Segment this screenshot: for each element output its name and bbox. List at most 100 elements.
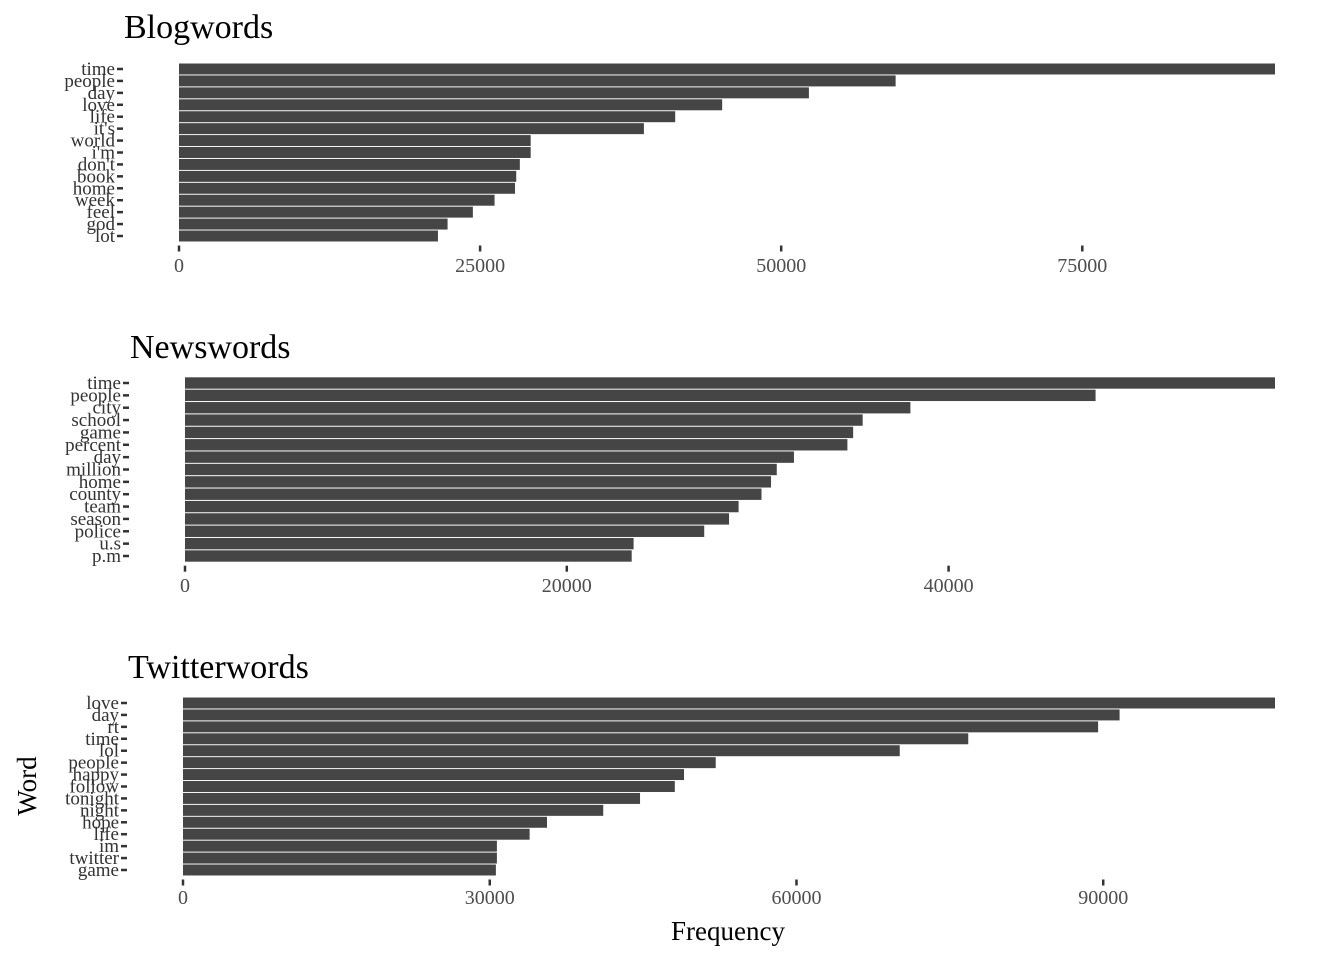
y-tick-label: people (70, 385, 121, 406)
y-tick-label: game (78, 860, 119, 881)
bar-u.s (185, 537, 634, 550)
bar-don't (179, 158, 520, 170)
y-tick-label: time (81, 59, 115, 80)
bar-people (183, 757, 716, 769)
y-tick-label: time (85, 729, 119, 750)
bar-day (185, 451, 794, 463)
bar-night (183, 804, 604, 816)
bar-hope (183, 816, 547, 828)
y-tick-label: game (80, 422, 121, 443)
y-tick-label: feel (87, 202, 115, 223)
y-tick-label: i'm (92, 143, 116, 164)
y-tick-label: tonight (65, 788, 120, 809)
y-tick-label: it's (94, 119, 115, 140)
y-tick-label: percent (65, 435, 122, 456)
y-tick-label: season (70, 509, 121, 530)
bar-god (179, 218, 448, 230)
y-tick-label: lol (99, 741, 119, 762)
y-tick-label: life (90, 107, 115, 128)
bar-lot (179, 230, 438, 242)
y-tick-label: people (68, 753, 119, 774)
bar-million (185, 463, 777, 476)
bar-im (183, 840, 497, 852)
x-tick-label: 40000 (924, 575, 974, 597)
x-tick-label: 90000 (1078, 887, 1128, 909)
y-tick-label: day (94, 447, 122, 468)
panel-twitterwords: Twitterwords lovedayrttimelolpeoplehappyf… (65, 649, 1275, 909)
bar-book (179, 170, 517, 182)
x-tick-label: 75000 (1057, 255, 1107, 277)
x-axis-title: Frequency (671, 916, 785, 946)
y-tick-label: lot (95, 226, 116, 247)
bar-love (179, 99, 723, 111)
y-tick-label: time (87, 373, 121, 394)
bar-day (179, 87, 809, 99)
bar-happy (183, 769, 685, 781)
panel-newswords: Newswords timepeoplecityschoolgamepercent… (65, 329, 1275, 597)
x-tick-label: 0 (178, 887, 188, 909)
y-tick-label: god (87, 214, 116, 235)
bar-time (185, 377, 1275, 389)
bar-week (179, 194, 495, 206)
y-tick-label: week (75, 190, 116, 211)
x-tick-label: 0 (180, 575, 190, 597)
x-tick-label: 60000 (771, 887, 821, 909)
bar-world (179, 135, 531, 147)
bar-home (185, 476, 772, 488)
y-tick-label: police (75, 521, 121, 542)
bar-life (183, 828, 530, 840)
panel-title: Blogwords (124, 9, 273, 46)
y-tick-label: follow (69, 777, 119, 798)
y-tick-label: love (82, 95, 115, 116)
y-tick-label: p.m (92, 546, 121, 567)
y-tick-label: million (66, 460, 121, 481)
bar-twitter (183, 852, 497, 864)
bar-lol (183, 745, 900, 757)
y-tick-label: day (88, 83, 116, 104)
y-tick-label: don't (78, 154, 116, 175)
bar-love (183, 697, 1275, 709)
panel-title: Twitterwords (128, 649, 309, 686)
panel-blogwords: Blogwords timepeopledaylovelifeit'sworldi… (64, 9, 1275, 277)
bar-county (185, 488, 762, 500)
y-tick-label: rt (107, 717, 119, 738)
y-tick-label: love (86, 693, 119, 714)
y-tick-label: life (94, 824, 119, 845)
bar-follow (183, 781, 675, 792)
y-tick-label: night (80, 800, 120, 821)
y-tick-label: happy (73, 765, 120, 786)
bar-it's (179, 123, 644, 135)
y-tick-label: u.s (99, 534, 121, 555)
bar-police (185, 525, 705, 537)
bar-school (185, 414, 863, 426)
bar-season (185, 513, 730, 525)
bar-city (185, 402, 911, 414)
bar-game (185, 426, 854, 439)
bar-time (179, 63, 1275, 75)
x-tick-label: 20000 (542, 575, 592, 597)
y-tick-label: city (93, 398, 122, 419)
bar-p.m (185, 550, 632, 562)
x-tick-label: 30000 (465, 887, 515, 909)
y-tick-label: county (69, 484, 121, 505)
y-tick-label: people (64, 71, 115, 92)
bar-time (183, 733, 969, 745)
panel-title: Newswords (130, 329, 291, 366)
panels-group: Blogwordstimepeopledaylovelifeit'sworldi… (64, 9, 1275, 909)
y-tick-label: school (71, 410, 121, 431)
bar-team (185, 500, 739, 513)
y-tick-label: home (73, 178, 115, 199)
y-tick-label: day (92, 705, 120, 726)
bar-percent (185, 439, 848, 451)
y-tick-label: twitter (69, 848, 119, 869)
y-tick-label: world (71, 131, 116, 152)
x-tick-label: 50000 (756, 255, 806, 277)
y-tick-label: hope (82, 812, 119, 833)
y-axis-title: Word (12, 756, 42, 816)
bar-tonight (183, 792, 641, 804)
x-tick-label: 0 (174, 255, 184, 277)
bar-people (185, 389, 1096, 402)
bar-game (183, 864, 496, 876)
y-tick-label: im (99, 836, 119, 857)
